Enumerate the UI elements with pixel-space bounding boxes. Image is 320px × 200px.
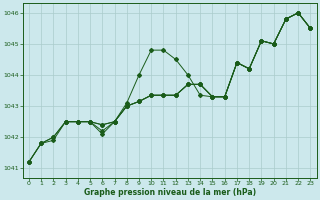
X-axis label: Graphe pression niveau de la mer (hPa): Graphe pression niveau de la mer (hPa) <box>84 188 256 197</box>
